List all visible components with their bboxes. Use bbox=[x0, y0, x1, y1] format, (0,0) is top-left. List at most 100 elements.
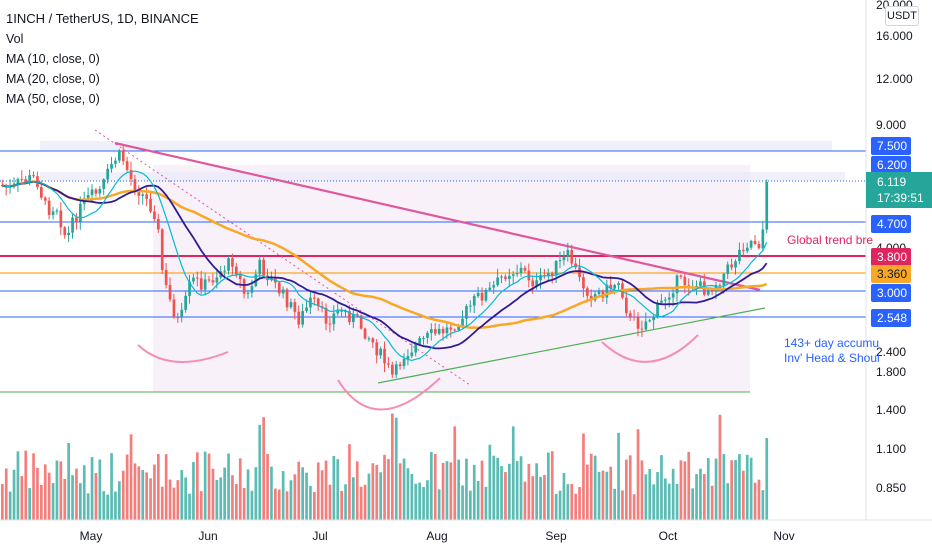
candle-body bbox=[192, 277, 195, 282]
volume-bar bbox=[176, 480, 180, 520]
badge-level-4700: 4.700 bbox=[871, 215, 911, 233]
time-tick-label: May bbox=[80, 529, 103, 543]
candle-body bbox=[359, 315, 363, 329]
volume-bar bbox=[94, 473, 98, 520]
volume-bar bbox=[242, 487, 246, 520]
volume-bar bbox=[539, 476, 542, 520]
volume-bar bbox=[344, 484, 347, 520]
volume-bar bbox=[722, 454, 726, 520]
volume-bar bbox=[67, 442, 70, 520]
candle-body bbox=[328, 323, 332, 325]
price-scale[interactable]: 20.00016.00012.0009.0004.0002.4001.8001.… bbox=[876, 0, 913, 495]
volume-bar bbox=[457, 459, 460, 520]
candle-body bbox=[765, 182, 769, 230]
ascending-support-line[interactable] bbox=[377, 307, 766, 384]
candle-body bbox=[106, 168, 109, 180]
currency-selector-button[interactable]: USDT bbox=[885, 6, 919, 26]
candle-body bbox=[293, 302, 297, 312]
volume-bar bbox=[59, 461, 63, 520]
indicator-ma20[interactable]: MA (20, close, 0) bbox=[6, 72, 100, 86]
supply-zone-7500 bbox=[40, 141, 832, 151]
badge-level-7500: 7.500 bbox=[871, 137, 911, 155]
candle-body bbox=[757, 243, 761, 249]
candle-body bbox=[492, 285, 496, 288]
candle-body bbox=[582, 277, 585, 289]
trend-break-note[interactable]: Global trend bre bbox=[787, 233, 874, 247]
candle-body bbox=[511, 274, 515, 276]
head-arc bbox=[337, 377, 441, 411]
volume-bar bbox=[418, 482, 421, 520]
candle-body bbox=[718, 285, 722, 287]
volume-bar bbox=[433, 454, 437, 520]
accumulation-note-line1[interactable]: 143+ day accumu bbox=[784, 336, 880, 350]
volume-bar bbox=[355, 461, 359, 520]
volume-series[interactable] bbox=[1, 413, 769, 520]
volume-bar bbox=[742, 470, 745, 520]
volume-bar bbox=[738, 454, 741, 520]
candle-body bbox=[679, 275, 683, 277]
candle-body bbox=[589, 295, 593, 301]
candle-body bbox=[352, 314, 355, 323]
candle-body bbox=[461, 318, 464, 327]
badge-level-6200: 6.200 bbox=[871, 156, 911, 174]
candle-body bbox=[761, 229, 765, 249]
volume-bar bbox=[274, 488, 277, 520]
candle-body bbox=[605, 284, 609, 298]
candle-body bbox=[484, 289, 488, 301]
volume-bar bbox=[675, 483, 679, 520]
symbol-title[interactable]: 1INCH / TetherUS, 1D, BINANCE bbox=[6, 11, 199, 26]
candle-body bbox=[379, 348, 382, 356]
candle-body bbox=[324, 307, 328, 324]
volume-bar bbox=[706, 458, 710, 520]
indicator-vol[interactable]: Vol bbox=[6, 32, 24, 46]
volume-bar bbox=[219, 477, 223, 520]
accumulation-note-line2[interactable]: Inv' Head & Shoul bbox=[784, 351, 880, 365]
volume-bar bbox=[632, 494, 636, 520]
candle-body bbox=[223, 270, 226, 272]
volume-bar bbox=[652, 484, 655, 520]
volume-bar bbox=[726, 483, 730, 520]
time-tick-label: Aug bbox=[426, 529, 447, 543]
volume-bar bbox=[328, 484, 332, 520]
volume-bar bbox=[480, 460, 484, 520]
candle-body bbox=[562, 256, 566, 261]
candle-body bbox=[570, 249, 574, 264]
descending-trendline[interactable] bbox=[114, 141, 761, 292]
candle-body bbox=[67, 232, 70, 236]
volume-bar bbox=[422, 487, 425, 520]
indicator-ma10[interactable]: MA (10, close, 0) bbox=[6, 52, 100, 66]
candle-body bbox=[176, 317, 180, 319]
volume-bar bbox=[324, 460, 328, 520]
volume-bar bbox=[511, 426, 515, 520]
candle-body bbox=[418, 338, 421, 344]
volume-bar bbox=[469, 490, 472, 520]
volume-bar bbox=[47, 472, 51, 520]
volume-bar bbox=[445, 461, 449, 520]
candle-body bbox=[558, 260, 562, 262]
volume-bar bbox=[523, 481, 527, 520]
candle-body bbox=[168, 285, 172, 300]
candle-body bbox=[469, 305, 472, 307]
candle-body bbox=[24, 179, 28, 182]
candle-body bbox=[433, 329, 437, 334]
candle-body bbox=[55, 210, 59, 212]
volume-bar bbox=[114, 491, 117, 520]
candle-body bbox=[402, 358, 406, 367]
volume-bar bbox=[145, 472, 148, 520]
candle-body bbox=[313, 297, 316, 299]
price-tick-label: 1.400 bbox=[876, 403, 906, 417]
volume-bar bbox=[398, 463, 402, 520]
volume-bar bbox=[71, 475, 74, 520]
price-tick-label: 1.100 bbox=[876, 442, 906, 456]
indicator-ma50[interactable]: MA (50, close, 0) bbox=[6, 92, 100, 106]
candle-body bbox=[250, 286, 254, 293]
volume-bar bbox=[531, 476, 535, 520]
dotted-trendline[interactable] bbox=[94, 129, 471, 386]
time-scale[interactable]: May Jun Jul Aug Sep Oct Nov bbox=[80, 529, 795, 543]
volume-bar bbox=[687, 451, 691, 520]
volume-bar bbox=[566, 484, 570, 520]
candle-body bbox=[664, 299, 667, 301]
volume-bar bbox=[437, 489, 441, 520]
volume-bar bbox=[188, 493, 191, 520]
